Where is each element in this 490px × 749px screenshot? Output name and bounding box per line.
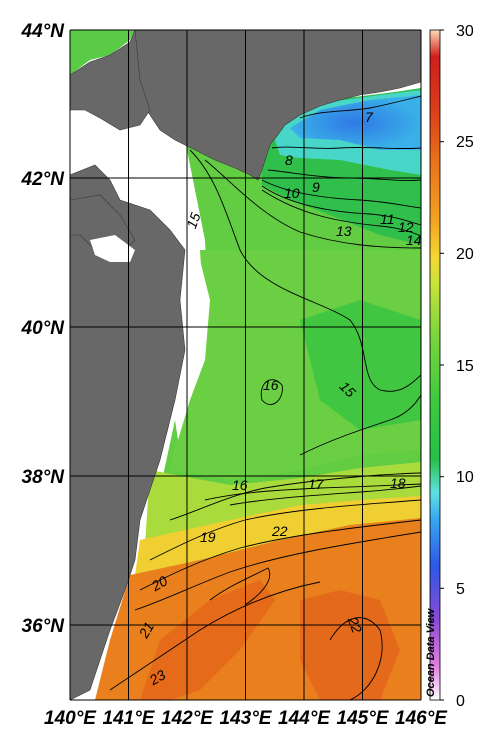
contour-label-8: 8 xyxy=(285,152,293,168)
colorbar-tick-25: 25 xyxy=(456,134,474,151)
lon-label-142: 142°E xyxy=(161,708,214,729)
contour-line-13 xyxy=(204,159,421,249)
contour-line-7 xyxy=(299,95,421,119)
contour-label-23: 23 xyxy=(146,666,169,688)
ocean-warm-core xyxy=(140,580,275,700)
contour-label-13: 13 xyxy=(336,223,352,239)
contour-label-14: 14 xyxy=(406,232,422,248)
land-hokkaido-west xyxy=(70,30,151,131)
lat-label-38: 38°N xyxy=(22,467,66,488)
contour-line-15a xyxy=(189,149,421,392)
contour-label-12: 12 xyxy=(398,219,414,235)
colorbar-tick-0: 0 xyxy=(456,693,465,710)
contour-label-16-south: 16 xyxy=(232,477,248,493)
lon-label-144: 144°E xyxy=(278,708,331,729)
contour-line-16a xyxy=(260,379,283,405)
ocean-yellow-band xyxy=(135,496,421,575)
colorbar-tick-20: 20 xyxy=(456,246,474,263)
contour-label-21: 21 xyxy=(135,619,157,641)
contour-label-10: 10 xyxy=(284,185,300,201)
contour-label-19: 19 xyxy=(200,529,216,545)
bay-funka xyxy=(85,130,150,175)
colorbar-tick-15: 15 xyxy=(456,358,474,375)
lat-label-36: 36°N xyxy=(22,616,66,637)
lon-label-140: 140°E xyxy=(44,708,97,729)
contour-line-15b xyxy=(299,394,421,456)
lat-label-42: 42°N xyxy=(21,169,66,190)
contour-line-22a xyxy=(209,567,271,606)
coastal-white-strip xyxy=(175,250,210,440)
contour-line-12 xyxy=(261,189,421,237)
contour-line-17 xyxy=(204,483,421,501)
lon-label-141: 141°E xyxy=(103,708,156,729)
colorbar-tick-30: 30 xyxy=(456,23,474,40)
ocean-warm-core-east xyxy=(300,590,400,700)
contour-line-23 xyxy=(109,581,321,691)
lon-label-145: 145°E xyxy=(337,708,390,729)
lat-label-44: 44°N xyxy=(21,21,66,42)
contour-label-18: 18 xyxy=(390,475,406,491)
graticule xyxy=(69,29,422,701)
water-bays xyxy=(85,130,210,440)
contour-label-17: 17 xyxy=(308,476,325,492)
colorbar-ramp xyxy=(429,29,441,701)
contour-label-9: 9 xyxy=(312,179,320,195)
contour-label-11: 11 xyxy=(380,211,395,227)
contour-line-21 xyxy=(134,531,421,611)
ocean-cold-pool xyxy=(290,95,421,150)
land xyxy=(70,30,421,700)
contour-line-10 xyxy=(261,179,421,209)
ocean-japan-sea-patch xyxy=(70,30,135,75)
contour-line-19 xyxy=(149,499,421,561)
colorbar: 30 25 20 15 10 5 0 Ocean Data View xyxy=(425,23,474,710)
lon-label-143: 143°E xyxy=(220,708,273,729)
contour-label-16-north: 16 xyxy=(263,377,279,393)
contour-line-18 xyxy=(229,485,421,506)
contour-line-8 xyxy=(271,146,421,150)
ocean-field xyxy=(70,30,421,700)
contour-line-11 xyxy=(261,185,421,226)
contour-label-22-north: 22 xyxy=(271,523,288,539)
contour-label-20: 20 xyxy=(148,572,171,594)
lat-label-40: 40°N xyxy=(21,318,66,339)
contour-label-15-north: 15 xyxy=(183,210,203,230)
land-hokkaido xyxy=(124,30,421,181)
colorbar-tick-10: 10 xyxy=(456,469,474,486)
land-honshu xyxy=(70,164,186,700)
contour-label-7: 7 xyxy=(365,109,374,125)
longitude-labels: 140°E 141°E 142°E 143°E 144°E 145°E 146°… xyxy=(44,708,448,729)
contour-line-22b xyxy=(329,617,383,700)
odv-credit: Ocean Data View xyxy=(425,607,437,697)
contour-line-16b xyxy=(169,472,421,521)
bay-mutsu xyxy=(90,235,135,262)
colorbar-tick-5: 5 xyxy=(456,581,465,598)
latitude-labels: 44°N 42°N 40°N 38°N 36°N xyxy=(21,21,66,637)
ocean-green-pocket xyxy=(300,300,421,430)
lon-label-146: 146°E xyxy=(395,708,448,729)
contour-label-22-south: 22 xyxy=(344,614,365,635)
